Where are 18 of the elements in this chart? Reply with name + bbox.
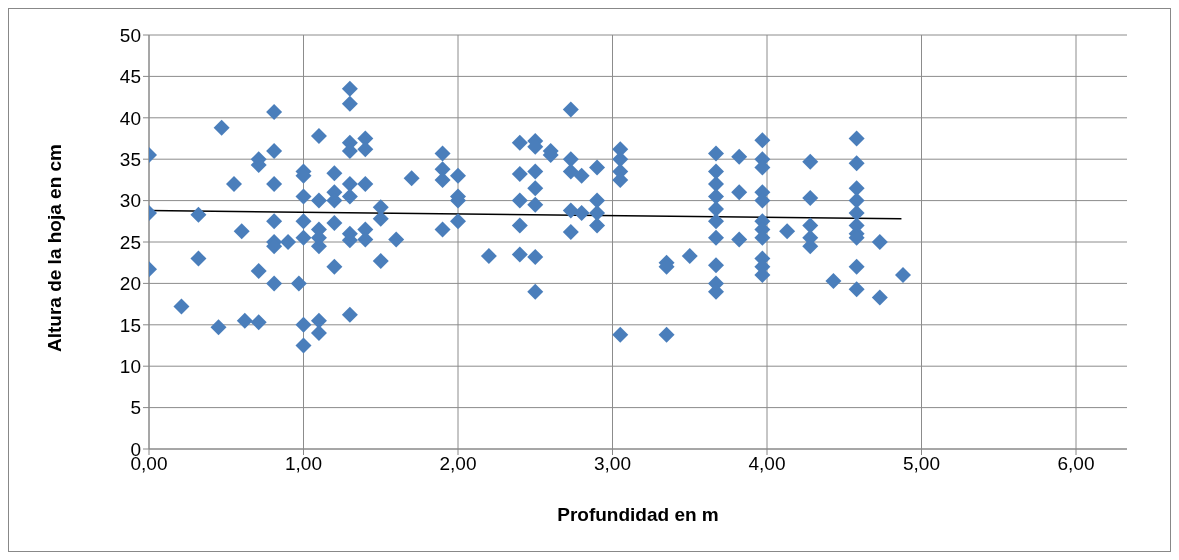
x-tick-label: 2,00 (439, 453, 477, 475)
y-tick-label: 45 (119, 66, 141, 88)
y-tick-label: 35 (119, 148, 141, 170)
y-tick-label: 40 (119, 107, 141, 129)
x-axis-title: Profundidad en m (557, 504, 719, 525)
x-tick-label: 6,00 (1057, 453, 1095, 475)
x-tick-label: 1,00 (285, 453, 322, 475)
y-tick-label: 10 (119, 355, 141, 377)
y-tick-label: 20 (119, 273, 141, 295)
y-tick-label: 5 (130, 397, 141, 419)
y-tick-label: 25 (119, 231, 141, 253)
y-axis-title: Altura de la hoja en cm (43, 144, 65, 352)
y-tick-label: 30 (119, 190, 141, 212)
y-tick-label: 15 (119, 314, 141, 336)
x-tick-label: 5,00 (903, 453, 940, 475)
x-tick-label: 4,00 (748, 453, 786, 475)
x-tick-label: 3,00 (594, 453, 631, 475)
y-tick-label: 50 (119, 24, 141, 46)
